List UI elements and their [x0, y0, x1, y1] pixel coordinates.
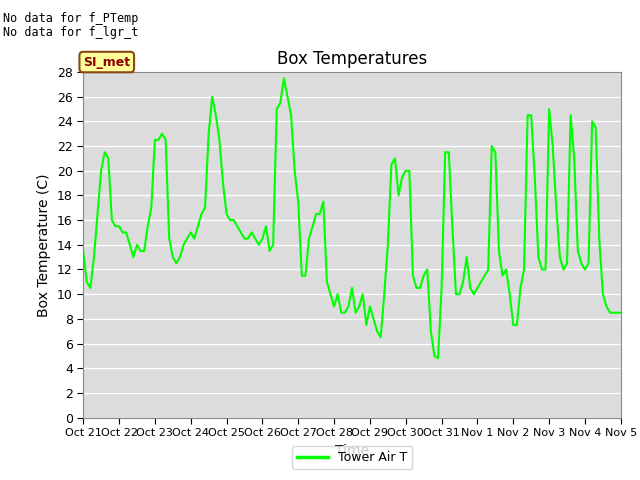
Y-axis label: Box Temperature (C): Box Temperature (C): [37, 173, 51, 316]
Title: Box Temperatures: Box Temperatures: [277, 49, 427, 68]
Text: SI_met: SI_met: [83, 56, 131, 69]
Text: No data for f_lgr_t: No data for f_lgr_t: [3, 26, 139, 39]
X-axis label: Time: Time: [335, 444, 369, 457]
Text: No data for f_PTemp: No data for f_PTemp: [3, 12, 139, 25]
Legend: Tower Air T: Tower Air T: [292, 446, 412, 469]
